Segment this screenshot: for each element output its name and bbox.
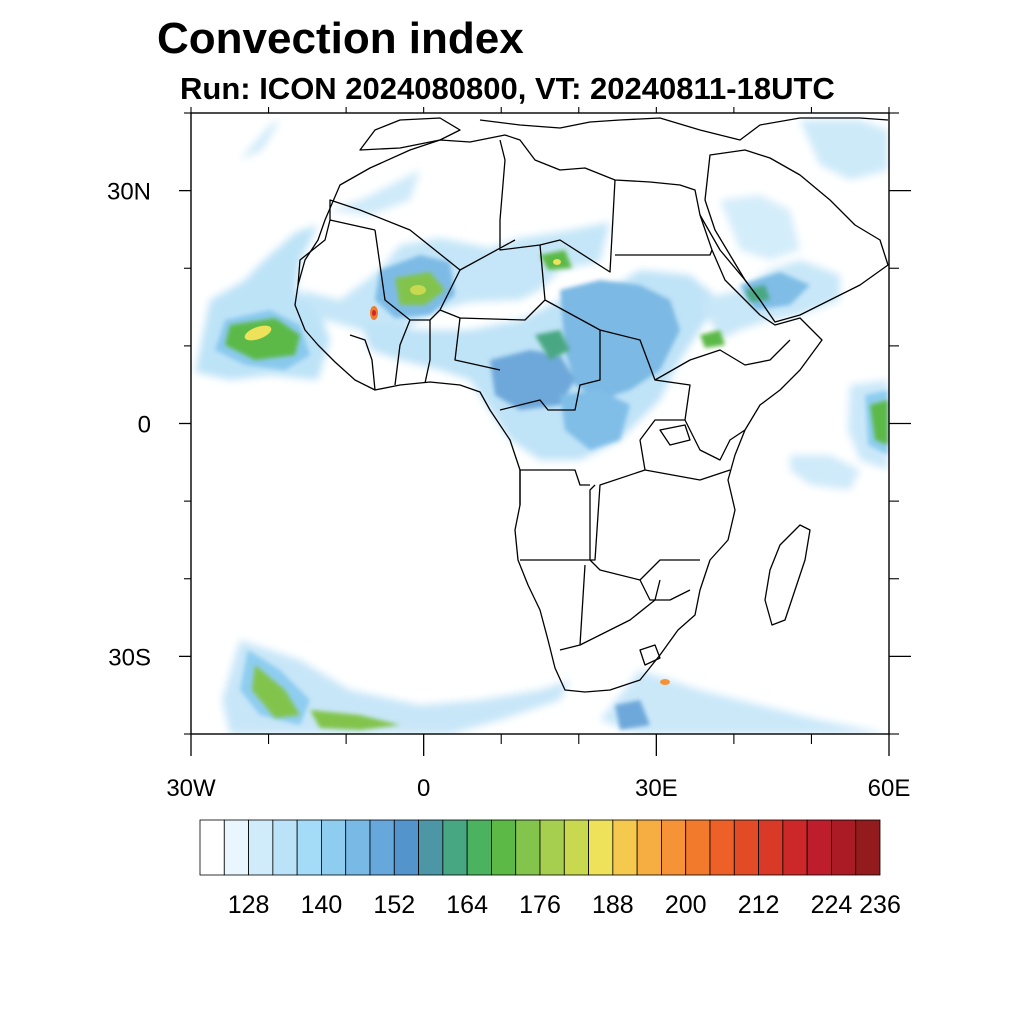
colorbar-label: 236 xyxy=(859,891,901,919)
x-tick-label: 0 xyxy=(417,775,430,802)
colorbar-box xyxy=(685,819,711,876)
colorbar-box xyxy=(806,819,832,876)
colorbar-box xyxy=(758,819,784,876)
arabian-peninsula-outline xyxy=(704,149,889,323)
colorbar-box xyxy=(272,819,298,876)
colorbar-box xyxy=(588,819,614,876)
colorbar-label: 188 xyxy=(592,891,634,919)
convection-field xyxy=(195,120,888,734)
colorbar-label: 128 xyxy=(228,891,270,919)
lesotho xyxy=(639,644,661,666)
colorbar-box xyxy=(223,819,249,876)
colorbar-box xyxy=(733,819,759,876)
colorbar-box xyxy=(345,819,371,876)
colorbar-box xyxy=(855,819,881,876)
colorbar-box xyxy=(199,819,225,876)
colorbar-box xyxy=(636,819,662,876)
colorbar-box xyxy=(515,819,541,876)
colorbar-label: 212 xyxy=(738,891,780,919)
colorbar-label: 200 xyxy=(665,891,707,919)
colorbar-label: 152 xyxy=(373,891,415,919)
colorbar-box xyxy=(491,819,517,876)
africa-coastline xyxy=(294,134,823,693)
colorbar-box xyxy=(466,819,492,876)
colorbar-label: 176 xyxy=(519,891,561,919)
chart-subtitle: Run: ICON 2024080800, VT: 20240811-18UTC xyxy=(180,71,835,106)
chart-title: Convection index xyxy=(157,14,524,63)
colorbar-label: 224 xyxy=(811,891,853,919)
lake-victoria xyxy=(659,424,691,446)
colorbar-box xyxy=(369,819,395,876)
colorbar: 128 140 152 164 176 188 200 212 224 236 xyxy=(199,819,901,919)
y-tick-label: 0 xyxy=(138,412,151,439)
border-lines xyxy=(297,139,791,651)
convection-green-areas xyxy=(225,250,888,730)
colorbar-box xyxy=(661,819,687,876)
colorbar-box xyxy=(709,819,735,876)
convection-hot-spots xyxy=(244,259,670,685)
colorbar-box xyxy=(831,819,857,876)
colorbar-box xyxy=(563,819,589,876)
colorbar-box xyxy=(296,819,322,876)
colorbar-label: 164 xyxy=(446,891,488,919)
europe-coast xyxy=(479,117,889,141)
colorbar-box xyxy=(321,819,347,876)
convection-light-areas xyxy=(195,120,888,734)
red-sea-coast xyxy=(699,214,761,301)
iberia-coast xyxy=(359,117,461,151)
colorbar-box xyxy=(782,819,808,876)
x-tick-label: 30W xyxy=(166,775,216,802)
axis-labels: 30N 0 30S 30W 0 30E 60E xyxy=(107,179,910,802)
madagascar-outline xyxy=(764,524,811,626)
colorbar-box xyxy=(442,819,468,876)
colorbar-box xyxy=(612,819,638,876)
x-tick-label: 30E xyxy=(635,775,678,802)
y-tick-label: 30S xyxy=(108,644,151,671)
colorbar-label: 140 xyxy=(301,891,343,919)
y-tick-label: 30N xyxy=(107,179,151,206)
coastlines-and-borders xyxy=(294,117,889,693)
axis-ticks xyxy=(179,107,911,756)
colorbar-box xyxy=(418,819,444,876)
colorbar-box xyxy=(393,819,419,876)
colorbar-box xyxy=(539,819,565,876)
x-tick-label: 60E xyxy=(868,775,911,802)
colorbar-box xyxy=(248,819,274,876)
